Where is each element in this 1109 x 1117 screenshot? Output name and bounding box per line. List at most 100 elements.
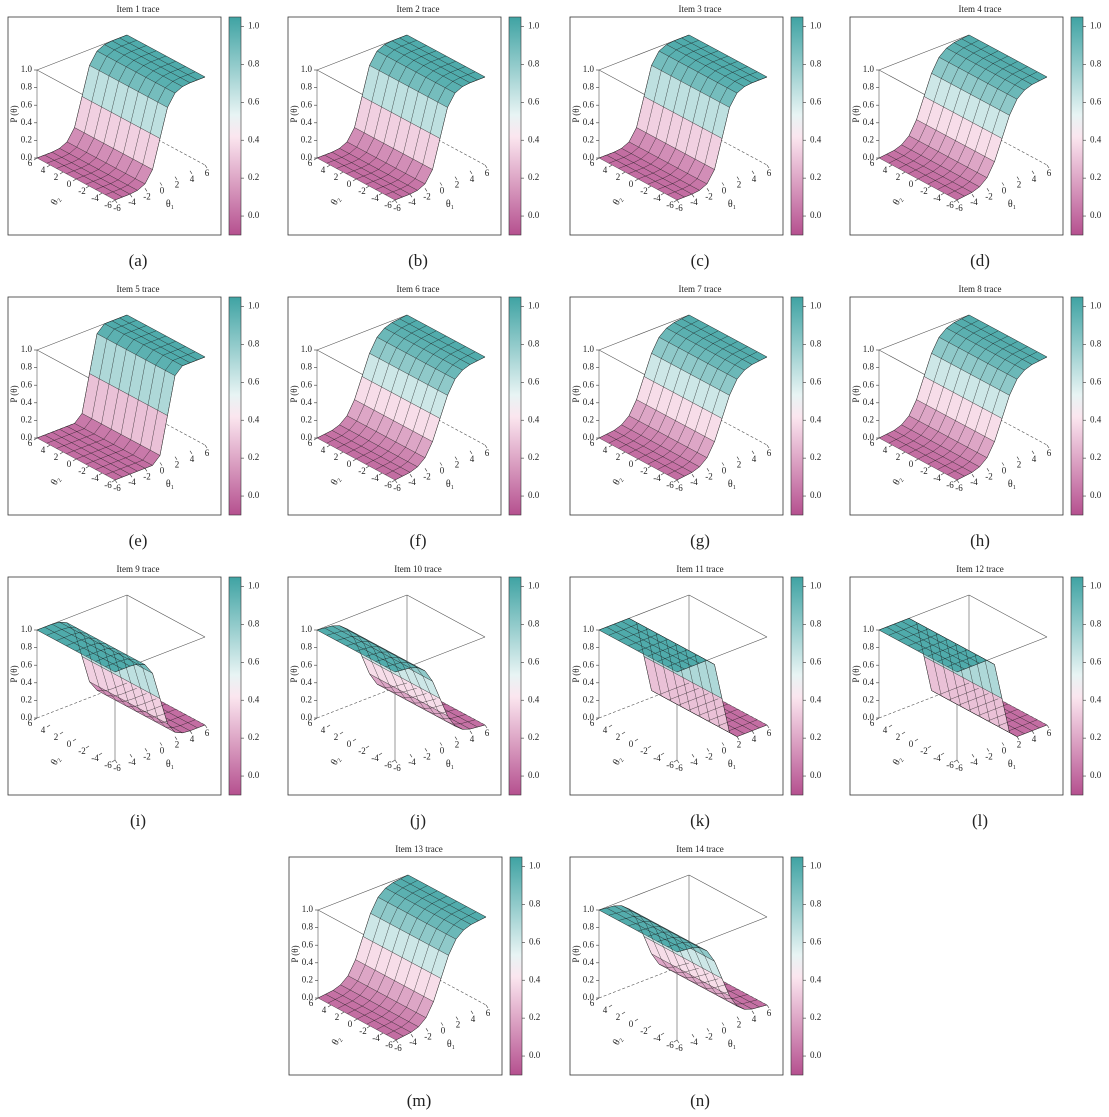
z-axis-label: P (θ) [851,665,861,682]
z-tick-label: 1.0 [301,344,313,354]
y-tick [33,437,38,441]
y-tick-label: 0 [347,179,352,189]
panel: Item 14 trace (n) 0.0 0.2 0.4 0.6 0.8 1.0 P (θ) -… [569,844,822,1110]
x-axis-label: θ₁ [166,199,174,210]
y-tick-label: -2 [358,466,366,476]
y-tick [901,451,906,455]
y-tick-label: 2 [616,1012,621,1022]
y-tick-label: -2 [640,186,648,196]
y-tick-label: -6 [946,760,954,770]
x-tick [159,742,163,746]
surface-mesh [386,911,477,1035]
surface-mesh [676,947,768,1010]
surface-mesh [316,314,408,439]
y-tick-label: 6 [870,718,875,728]
y-tick [352,458,357,462]
y-tick-label: 0 [909,739,914,749]
x-tick [751,730,755,734]
y-axis-label: θ₂ [611,195,625,208]
surface-mesh [628,330,719,454]
box-edge [878,314,970,351]
x-tick-label: 4 [470,174,475,184]
x-tick-label: -4 [970,477,978,487]
z-tick-label: 0.8 [301,82,313,92]
surface-mesh [608,40,699,164]
surface-mesh [947,351,1038,475]
surface-mesh [667,71,758,195]
z-tick-label: 0.2 [21,414,32,424]
x-tick-label: 0 [1002,186,1007,196]
x-tick-label: -2 [423,751,431,761]
y-tick-label: 6 [590,158,595,168]
plot-frame [7,16,222,236]
z-tick-label: 1.0 [863,624,875,634]
surface-mesh [355,55,447,180]
surface-mesh [326,630,417,693]
colorbar-tick-label: 0.4 [810,694,822,704]
x-tick [144,468,148,472]
y-tick-label: 6 [590,718,595,728]
colorbar-tick-label: 0.2 [528,732,539,742]
caption: (j) [410,811,426,830]
z-tick-label: 0.6 [21,379,33,389]
y-tick-label: -4 [371,753,379,763]
colorbar-tick-label: 0.2 [1090,172,1101,182]
y-tick [875,717,880,721]
y-tick-label: 6 [870,158,875,168]
x-tick [144,188,148,192]
colorbar-tick-label: 0.8 [810,58,822,68]
x-axis-label: θ₁ [728,1039,736,1050]
x-tick [454,736,458,740]
x-tick-label: -4 [409,1037,417,1047]
surface-mesh [667,351,758,475]
colorbar-tick-label: 0.0 [810,210,822,220]
x-tick [114,759,118,764]
x-tick-label: 0 [1002,746,1007,756]
x-tick [1046,724,1050,729]
y-tick-label: 4 [603,1005,608,1015]
surface-mesh [56,45,147,169]
surface-mesh [46,627,137,697]
y-axis-label: θ₂ [329,195,343,208]
x-tick-label: 2 [1017,460,1022,470]
x-tick-label: -6 [955,483,963,493]
surface-mesh [337,885,428,1009]
y-tick-label: 6 [308,718,313,728]
x-axis-label: θ₁ [1008,759,1016,770]
y-tick [660,192,665,196]
y-tick [621,451,626,455]
surface-mesh [598,34,690,159]
surface-mesh [105,71,196,195]
y-tick [111,199,116,203]
colorbar-tick-label: 0.4 [1090,414,1102,424]
colorbar-tick-label: 1.0 [1090,581,1102,591]
colorbar [790,296,804,516]
y-tick [673,199,678,203]
y-tick [647,465,652,469]
colorbar-tick-label: 0.0 [529,1050,541,1060]
surface-mesh [365,341,456,465]
box-edge [688,594,768,638]
x-tick [409,474,413,478]
x-tick [144,748,148,752]
x-tick [706,468,710,472]
surface-mesh [85,341,176,465]
box-edge [688,874,768,918]
z-tick-label: 0.0 [863,432,875,442]
z-tick-label: 1.0 [301,64,313,74]
colorbar-tick-label: 1.0 [810,21,822,31]
x-tick [484,724,488,729]
colorbar-tick-label: 0.8 [1090,338,1102,348]
plot-frame [287,576,502,796]
y-tick-label: -4 [371,473,379,483]
y-tick-label: 0 [67,459,72,469]
z-tick-label: 0.2 [301,694,312,704]
z-tick-label: 0.6 [863,379,875,389]
z-tick-label: 0.8 [21,82,33,92]
y-tick-label: -4 [91,753,99,763]
z-axis-label: P (θ) [289,385,299,402]
x-tick-label: -2 [423,191,431,201]
x-tick-label: -4 [690,477,698,487]
y-tick [953,759,958,763]
x-tick [721,462,725,466]
